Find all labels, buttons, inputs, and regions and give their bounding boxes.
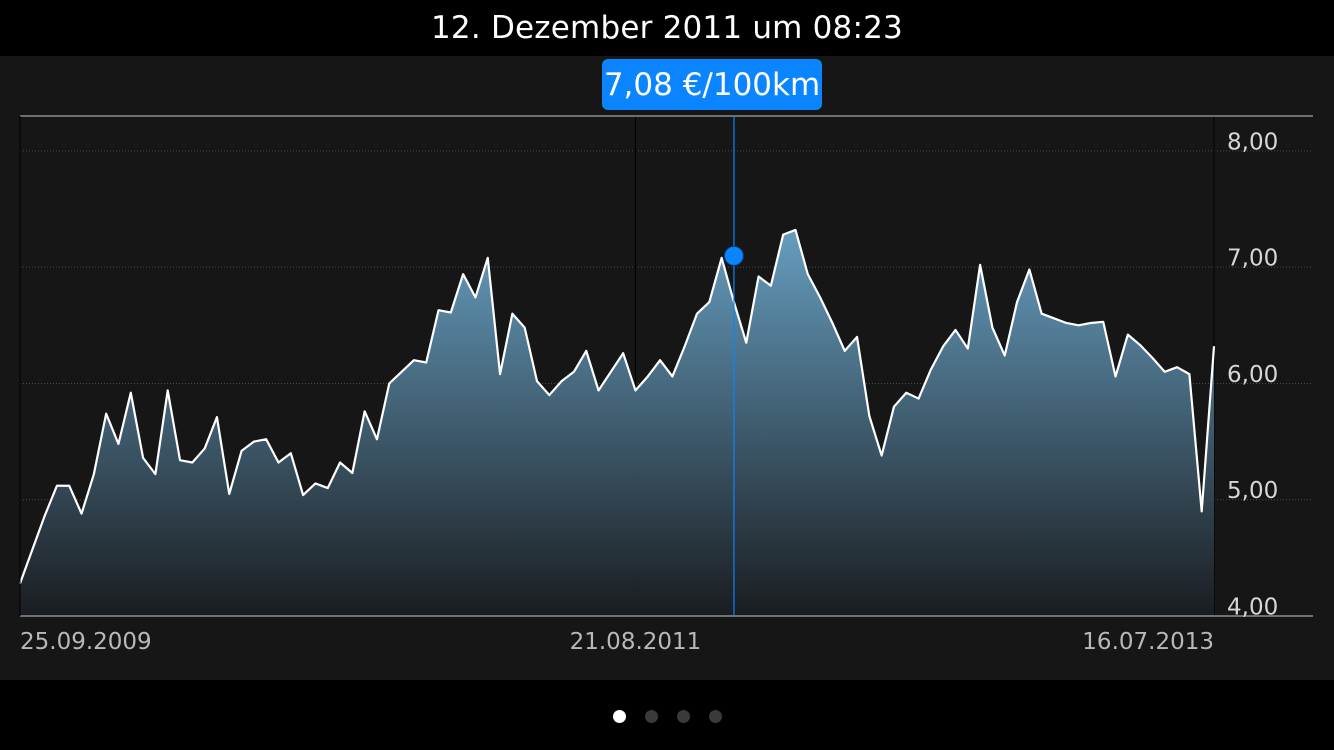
page-dot-3[interactable] xyxy=(676,710,690,723)
page-dot-1[interactable] xyxy=(612,710,626,723)
page-dot-4[interactable] xyxy=(708,710,722,723)
y-tick-label: 8,00 xyxy=(1227,129,1278,155)
x-tick-label: 25.09.2009 xyxy=(20,629,152,655)
page-indicator[interactable] xyxy=(0,680,1334,750)
x-tick-label: 16.07.2013 xyxy=(1082,629,1214,655)
page-dot-2[interactable] xyxy=(644,710,658,723)
y-tick-label: 6,00 xyxy=(1227,362,1278,388)
selected-date-title: 12. Dezember 2011 um 08:23 xyxy=(431,10,903,46)
cursor-layer[interactable] xyxy=(723,116,744,616)
y-tick-label: 5,00 xyxy=(1227,478,1278,504)
y-tick-label: 4,00 xyxy=(1227,595,1278,621)
value-tooltip: 7,08 €/100km xyxy=(602,59,822,110)
y-tick-label: 7,00 xyxy=(1227,246,1278,272)
x-tick-label: 21.08.2011 xyxy=(570,629,702,655)
header: 12. Dezember 2011 um 08:23 xyxy=(0,0,1334,56)
selection-marker[interactable] xyxy=(723,245,744,266)
label-layer: 4,00 5,00 6,00 7,00 8,00 25.09.2009 21.08.2011… xyxy=(20,129,1278,655)
price-history-chart[interactable]: 4,00 5,00 6,00 7,00 8,00 25.09.2009 21.08.2011… xyxy=(0,0,1334,680)
axis-layer xyxy=(19,115,1313,617)
series-area xyxy=(20,229,1214,616)
series-line xyxy=(18,228,1216,584)
